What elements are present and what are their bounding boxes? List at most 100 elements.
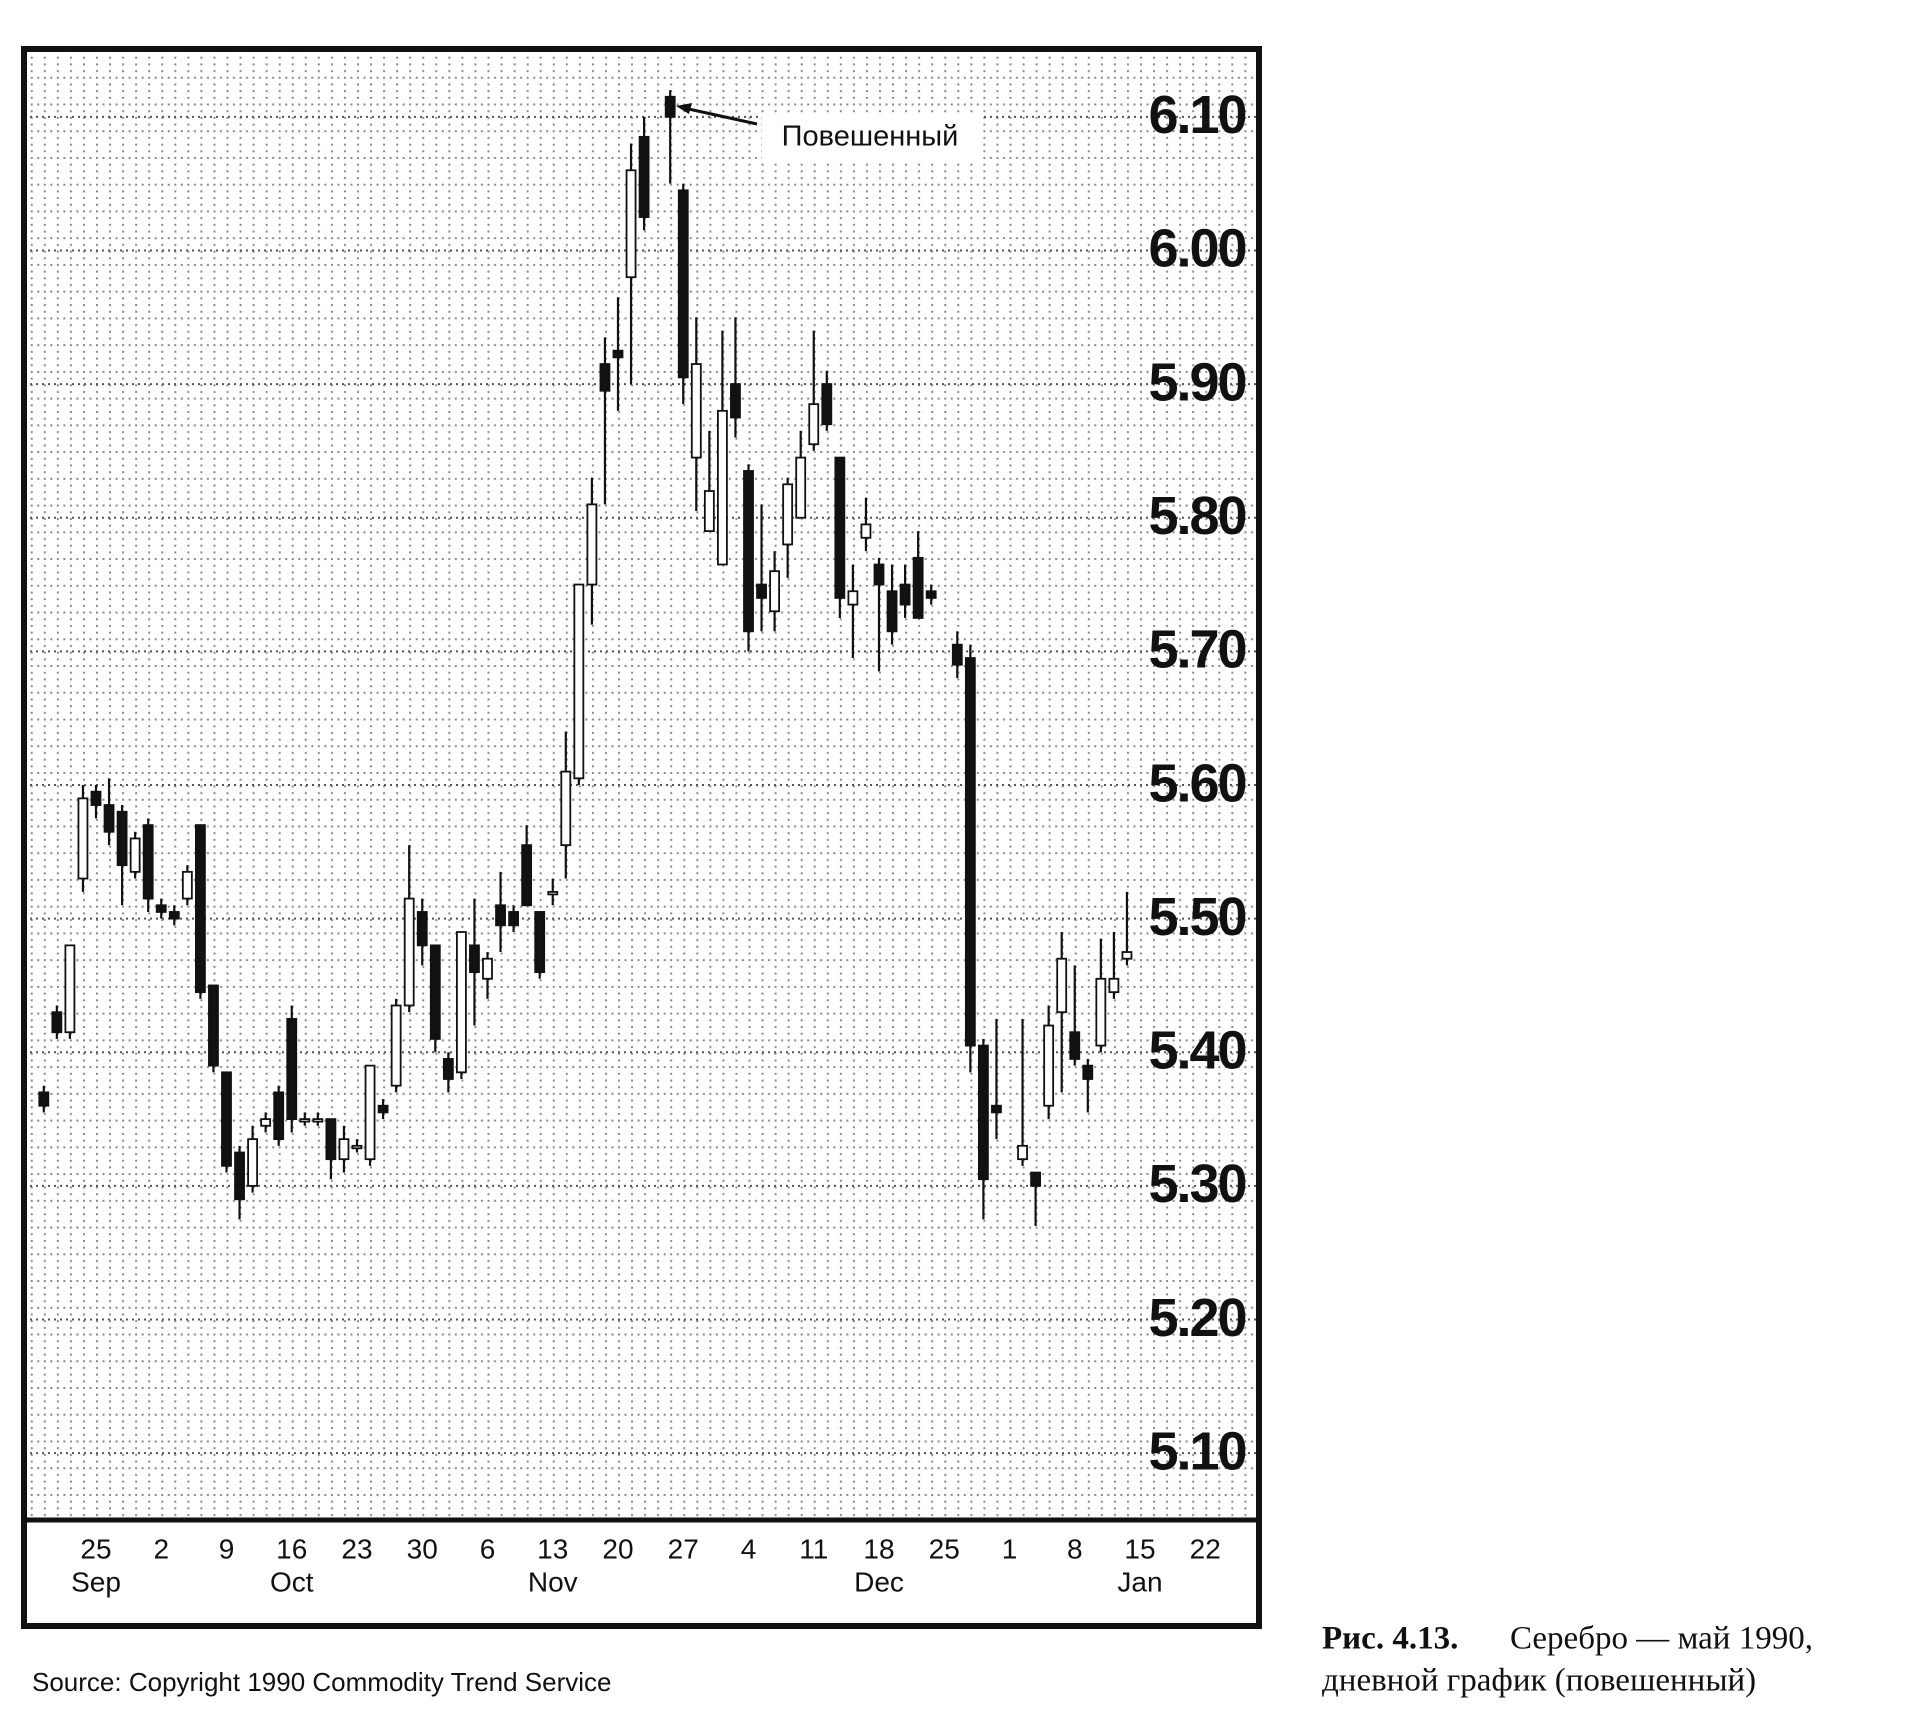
candle-body bbox=[677, 189, 689, 379]
candle-body bbox=[991, 1104, 1002, 1114]
x-tick-label: 11 bbox=[799, 1533, 828, 1564]
x-tick-label: 18 bbox=[863, 1533, 894, 1564]
candle-body bbox=[1082, 1064, 1094, 1080]
candle-body bbox=[1069, 1031, 1081, 1060]
candle-body bbox=[377, 1104, 389, 1114]
x-tick-label: 6 bbox=[480, 1533, 496, 1564]
x-tick-label: 25 bbox=[80, 1533, 111, 1564]
candle-body bbox=[847, 590, 859, 606]
candle-body bbox=[77, 797, 89, 880]
y-tick-label: 5.90 bbox=[1148, 352, 1245, 412]
candle-body bbox=[429, 944, 441, 1040]
candle-body bbox=[925, 590, 937, 599]
candle-body bbox=[351, 1144, 363, 1150]
y-tick-label: 5.20 bbox=[1148, 1288, 1245, 1348]
candle-body bbox=[142, 824, 154, 900]
x-month-label: Sep bbox=[71, 1566, 121, 1597]
candle-body bbox=[403, 897, 415, 1007]
frame bbox=[21, 46, 1262, 1629]
candle-body bbox=[534, 911, 546, 973]
y-tick-label: 5.10 bbox=[1148, 1421, 1245, 1481]
candle-body bbox=[1121, 951, 1133, 960]
x-month-label: Oct bbox=[270, 1566, 314, 1597]
candle-body bbox=[482, 957, 493, 980]
candle-body bbox=[730, 383, 741, 419]
candle-body bbox=[1108, 977, 1120, 994]
candle-body bbox=[912, 556, 924, 619]
candle-body bbox=[495, 904, 506, 927]
candle-body bbox=[860, 523, 872, 539]
candle-body bbox=[364, 1064, 376, 1161]
candle-body bbox=[964, 657, 976, 1047]
annotation-background bbox=[762, 114, 980, 160]
candle-body bbox=[455, 931, 467, 1074]
candle-body bbox=[260, 1118, 272, 1127]
y-tick-label: 5.30 bbox=[1148, 1154, 1245, 1214]
candle-body bbox=[1095, 977, 1107, 1047]
candle-body bbox=[1030, 1171, 1041, 1187]
candle-body bbox=[116, 810, 128, 867]
candle-body bbox=[208, 984, 219, 1067]
x-tick-label: 16 bbox=[276, 1533, 307, 1564]
candle-body bbox=[299, 1118, 311, 1123]
y-tick-label: 6.00 bbox=[1148, 219, 1245, 279]
y-tick-label: 5.40 bbox=[1148, 1021, 1245, 1081]
x-tick-label: 27 bbox=[668, 1533, 699, 1564]
y-tick-label: 5.80 bbox=[1148, 486, 1245, 546]
annotation-arrowhead bbox=[676, 103, 692, 114]
candle-body bbox=[234, 1151, 245, 1201]
caption-label: Рис. 4.13. bbox=[1322, 1621, 1458, 1657]
candle-body bbox=[951, 643, 963, 666]
x-month-label: Jan bbox=[1117, 1566, 1162, 1597]
candle-body bbox=[782, 483, 794, 546]
candle-body bbox=[64, 944, 76, 1034]
candle-body bbox=[390, 1004, 402, 1087]
candle-body bbox=[103, 804, 115, 833]
candle-body bbox=[508, 911, 520, 927]
candle-body bbox=[664, 95, 676, 118]
candle-body bbox=[586, 503, 598, 586]
x-tick-label: 1 bbox=[1002, 1533, 1018, 1564]
candle-body bbox=[886, 590, 898, 633]
candle-body bbox=[325, 1118, 337, 1161]
candle-body bbox=[808, 403, 820, 446]
candle-body bbox=[469, 944, 480, 973]
x-tick-label: 20 bbox=[602, 1533, 633, 1564]
candle-body bbox=[129, 837, 141, 873]
annotation-arrow bbox=[683, 106, 758, 126]
candle-body bbox=[247, 1138, 259, 1187]
candle-body bbox=[978, 1044, 989, 1181]
candle-body bbox=[690, 363, 702, 459]
x-tick-label: 15 bbox=[1124, 1533, 1155, 1564]
candle-body bbox=[612, 349, 624, 359]
candle-body bbox=[743, 470, 754, 633]
candle-body bbox=[155, 904, 167, 913]
x-tick-label: 2 bbox=[153, 1533, 169, 1564]
candle-body bbox=[286, 1017, 298, 1120]
candle-body bbox=[51, 1011, 63, 1034]
candle-body bbox=[899, 583, 911, 606]
caption-line: Серебро — май 1990, bbox=[1510, 1621, 1813, 1657]
candle-body bbox=[599, 363, 611, 392]
candle-body bbox=[795, 456, 807, 519]
candle-body bbox=[521, 844, 533, 907]
candle-body bbox=[338, 1138, 350, 1161]
candle-body bbox=[181, 870, 193, 900]
x-tick-label: 25 bbox=[929, 1533, 960, 1564]
candle-body bbox=[442, 1058, 454, 1080]
candle-body bbox=[1043, 1024, 1055, 1107]
x-tick-label: 30 bbox=[407, 1533, 438, 1564]
candle-body bbox=[38, 1091, 50, 1107]
candle-body bbox=[769, 570, 780, 613]
y-tick-label: 5.50 bbox=[1148, 887, 1245, 947]
x-tick-label: 23 bbox=[341, 1533, 372, 1564]
candle-body bbox=[1056, 957, 1068, 1014]
y-tick-label: 5.70 bbox=[1148, 620, 1245, 680]
candle-body bbox=[756, 583, 767, 599]
candle-body bbox=[416, 911, 428, 947]
candle-body bbox=[873, 563, 885, 586]
x-tick-label: 13 bbox=[537, 1533, 568, 1564]
y-tick-label: 6.10 bbox=[1148, 85, 1245, 145]
